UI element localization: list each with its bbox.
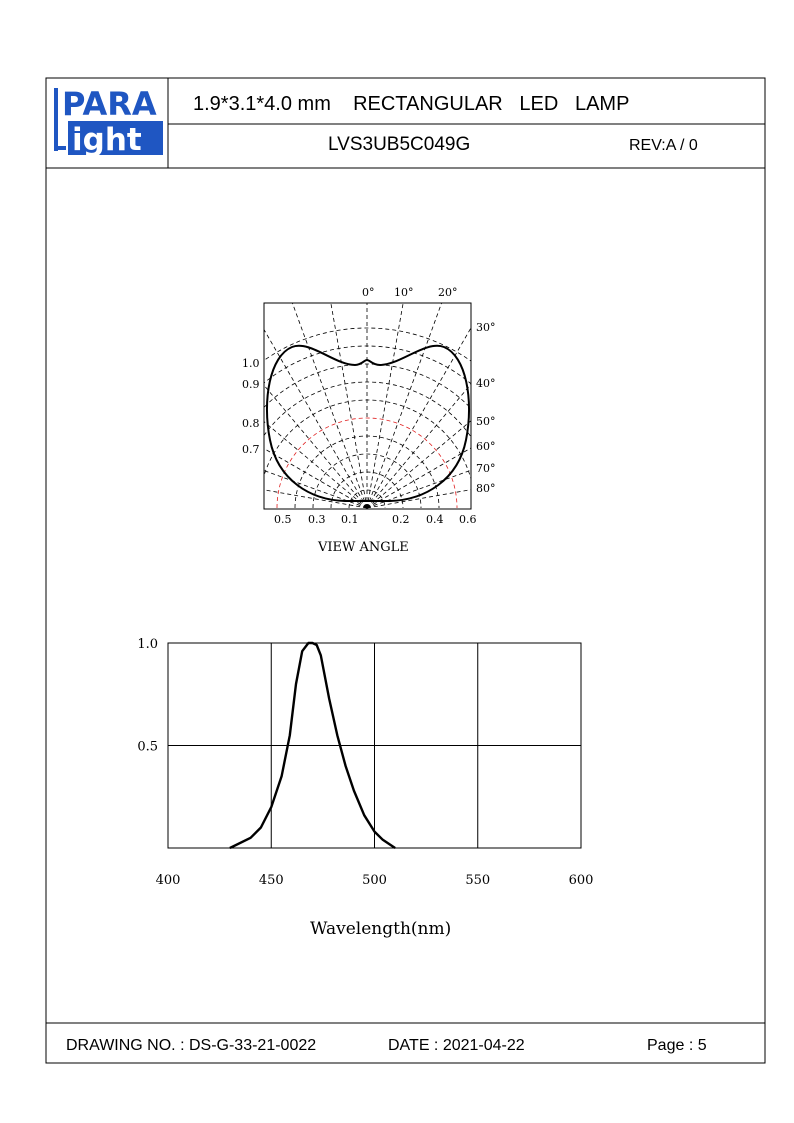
spectrum-point (345, 765, 347, 767)
logo-bottom-text: ight (72, 122, 142, 158)
spectrum-line (229, 641, 396, 850)
bottom-scale-0-2: 0.2 (392, 513, 410, 526)
polar-spoke (366, 383, 471, 509)
polar-spoke (291, 303, 368, 509)
spectrum-point (270, 806, 272, 808)
angle-label-80: 80° (476, 482, 496, 495)
spectrum-tick-labels: 400 450 500 550 600 0.5 1.0 (137, 637, 593, 888)
polar-ring (276, 417, 458, 509)
polar-spoke (366, 469, 471, 509)
polar-spoke (366, 489, 471, 509)
spectrum-point (373, 831, 376, 833)
spectrum-point (363, 814, 365, 816)
polar-spoke (264, 384, 368, 509)
view-angle-chart: 0° 10° 20° 30° 40° 50° 60° 70° 80° 1.0 0… (242, 286, 496, 555)
angle-label-20: 20° (438, 286, 458, 299)
y-tick-label: 1.0 (137, 637, 158, 652)
polar-grid (264, 303, 471, 509)
angle-label-60: 60° (476, 440, 496, 453)
spectrum-point (301, 650, 303, 652)
spectrum-point (295, 683, 297, 685)
angle-label-30: 30° (476, 321, 496, 334)
angle-label-10: 10° (394, 286, 414, 299)
document-date: DATE : 2021-04-22 (388, 1037, 525, 1054)
spectrum-point (336, 734, 338, 736)
spectrum-grid (167, 642, 582, 849)
x-tick-label: 400 (156, 873, 181, 888)
polar-spoke (366, 303, 443, 509)
bottom-scale-0-6: 0.6 (459, 513, 477, 526)
scale-label-1-0: 1.0 (242, 357, 260, 370)
polar-spoke (366, 303, 404, 509)
spectrum-point (250, 837, 252, 839)
bottom-scale-0-5: 0.5 (274, 513, 292, 526)
polar-ring (312, 453, 422, 509)
polar-frame (263, 302, 472, 510)
radiation-pattern-line (265, 344, 471, 502)
x-axis-label: Wavelength(nm) (310, 919, 451, 939)
polar-spoke (366, 327, 471, 509)
polar-spoke (264, 328, 368, 509)
spectrum-point (307, 642, 309, 644)
polar-spoke (366, 447, 471, 509)
spectrum-point (328, 697, 330, 700)
drawing-number: DRAWING NO. : DS-G-33-21-0022 (66, 1037, 316, 1054)
angle-label-40: 40° (476, 377, 496, 390)
document-title: 1.9*3.1*4.0 mm RECTANGULAR LED LAMP (193, 93, 629, 115)
spectrum-point (311, 642, 314, 644)
scale-label-0-7: 0.7 (242, 443, 260, 456)
spectrum-point (353, 790, 355, 792)
bottom-scale-0-4: 0.4 (426, 513, 444, 526)
revision-label: REV:A / 0 (629, 137, 698, 154)
bottom-scale-0-3: 0.3 (308, 513, 326, 526)
page-frame (45, 77, 766, 1064)
spectrum-point (320, 654, 322, 656)
angle-label-0: 0° (362, 286, 375, 299)
spectrum-point (316, 644, 318, 646)
polar-spoke (366, 420, 471, 509)
spectrum-point (260, 826, 262, 829)
x-tick-label: 550 (465, 873, 490, 888)
x-tick-label: 500 (362, 873, 387, 888)
x-tick-label: 450 (259, 873, 284, 888)
x-tick-label: 600 (569, 873, 594, 888)
spectrum-point (289, 734, 291, 736)
y-tick-label: 0.5 (137, 740, 158, 755)
scale-label-0-9: 0.9 (242, 378, 260, 391)
spectrum-point (281, 775, 283, 777)
scale-label-0-8: 0.8 (242, 417, 260, 430)
part-number: LVS3UB5C049G (328, 134, 470, 155)
spectrum-point (382, 839, 384, 841)
polar-spoke (264, 489, 368, 509)
spectrum-chart: 400 450 500 550 600 0.5 1.0 Wavelength(nm) (137, 637, 593, 939)
logo-top-text: PARA (62, 85, 157, 123)
polar-ring (264, 381, 471, 438)
polar-spoke (330, 303, 368, 509)
view-angle-title: VIEW ANGLE (317, 540, 409, 555)
angle-label-50: 50° (476, 415, 496, 428)
polar-spoke (264, 448, 368, 509)
polar-pattern-curve (265, 344, 471, 502)
angle-label-70: 70° (476, 462, 496, 475)
spectrum-point (229, 847, 231, 849)
spectrum-series (229, 641, 396, 850)
company-logo: PARA ight (54, 85, 163, 158)
spectrum-point (394, 847, 396, 849)
polar-spoke (264, 470, 368, 509)
page-number: Page : 5 (647, 1037, 707, 1054)
polar-ring (264, 327, 471, 362)
bottom-scale-0-1: 0.1 (341, 513, 359, 526)
